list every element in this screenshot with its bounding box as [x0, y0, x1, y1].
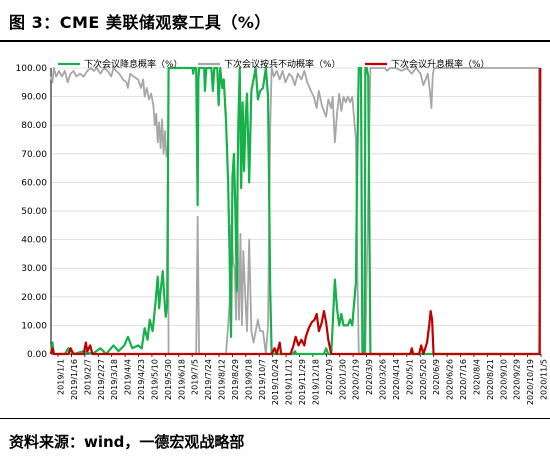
header: 图 3：CME 美联储观察工具（%） — [0, 0, 550, 42]
x-tick-label: 2020/6/9 — [432, 359, 441, 395]
x-tick-label: 2019/5/30 — [164, 359, 173, 400]
x-tick-label: 2019/5/10 — [150, 359, 159, 400]
x-tick-label: 2019/10/7 — [258, 359, 267, 400]
x-tick-label: 2019/1/16 — [70, 359, 79, 400]
top-rule — [0, 40, 550, 42]
x-tick-label: 2019/11/29 — [298, 359, 307, 405]
y-tick-label: 30.00 — [21, 264, 47, 274]
legend-label: 下次会议按兵不动概率（%） — [224, 58, 341, 70]
x-tick-label: 2019/8/29 — [231, 359, 240, 400]
series-line-cut — [49, 66, 541, 356]
x-tick-label: 2019/7/24 — [204, 359, 213, 400]
y-axis: 0.00 10.00 20.00 30.00 40.00 50.00 60.00 70.00 8… — [16, 64, 52, 360]
x-tick-label: 2019/8/12 — [218, 359, 227, 400]
x-tick-label: 2020/8/4 — [472, 359, 481, 395]
x-tick-label: 2020/6/26 — [446, 359, 455, 400]
x-tick-label: 2020/3/26 — [379, 359, 388, 400]
legend-label: 下次会议降息概率（%） — [84, 58, 183, 70]
x-tick-label: 2020/1/30 — [338, 359, 347, 400]
y-tick-label: 70.00 — [21, 150, 47, 160]
x-tick-label: 2020/4/14 — [392, 359, 401, 400]
x-tick-label: 2020/2/19 — [352, 359, 361, 400]
series-lines — [49, 66, 542, 356]
x-tick-label: 2019/4/23 — [137, 359, 146, 400]
x-tick-label: 2019/2/27 — [97, 359, 106, 400]
y-tick-label: 10.00 — [21, 321, 47, 331]
series-line-hike — [49, 67, 542, 356]
x-tick-label: 2019/2/7 — [83, 359, 92, 395]
y-tick-label: 0.00 — [27, 350, 47, 360]
y-tick-label: 50.00 — [21, 207, 47, 217]
x-tick-label: 2019/7/5 — [191, 359, 200, 395]
figure-title: 图 3：CME 美联储观察工具（%） — [9, 13, 271, 32]
x-tick-label: 2020/5/20 — [419, 359, 428, 400]
source-note: 资料来源：wind，一德宏观战略部 — [9, 433, 245, 451]
x-tick-label: 2019/12/18 — [311, 359, 320, 405]
y-grid — [51, 67, 541, 355]
x-tick-label: 2020/11/5 — [540, 359, 549, 400]
fed-watch-chart: 0.00 10.00 20.00 30.00 40.00 50.00 60.00 70.00 8… — [16, 58, 549, 405]
y-tick-label: 80.00 — [21, 121, 47, 131]
y-tick-label: 90.00 — [21, 93, 47, 103]
x-tick-label: 2020/7/16 — [459, 359, 468, 400]
x-tick-label: 2020/8/21 — [486, 359, 495, 400]
legend: 下次会议降息概率（%） 下次会议按兵不动概率（%） 下次会议升息概率（%） — [58, 58, 490, 70]
y-tick-label: 100.00 — [16, 64, 48, 74]
x-tick-label: 2020/5/1 — [405, 359, 414, 395]
y-tick-label: 20.00 — [21, 293, 47, 303]
y-tick-label: 40.00 — [21, 236, 47, 246]
x-tick-label: 2019/10/24 — [271, 359, 280, 405]
x-tick-label: 2019/9/18 — [244, 359, 253, 400]
x-tick-label: 2019/4/4 — [124, 359, 133, 395]
x-tick-label: 2019/1/1 — [57, 359, 66, 395]
x-tick-label: 2019/11/12 — [285, 359, 294, 405]
legend-label: 下次会议升息概率（%） — [391, 58, 490, 70]
x-tick-label: 2020/1/9 — [325, 359, 334, 395]
x-tick-label: 2020/9/10 — [499, 359, 508, 400]
x-tick-label: 2020/3/9 — [365, 359, 374, 395]
x-tick-label: 2019/3/18 — [110, 359, 119, 400]
series-line-hold — [50, 67, 542, 355]
y-tick-label: 60.00 — [21, 178, 47, 188]
x-tick-label: 2020/9/29 — [513, 359, 522, 400]
x-tick-label: 2020/10/19 — [526, 359, 535, 405]
bottom-rule — [0, 418, 550, 419]
x-axis: 2019/1/1 2019/1/16 2019/2/7 2019/2/27 2019/3… — [51, 353, 549, 405]
x-tick-label: 2019/6/18 — [177, 359, 186, 400]
